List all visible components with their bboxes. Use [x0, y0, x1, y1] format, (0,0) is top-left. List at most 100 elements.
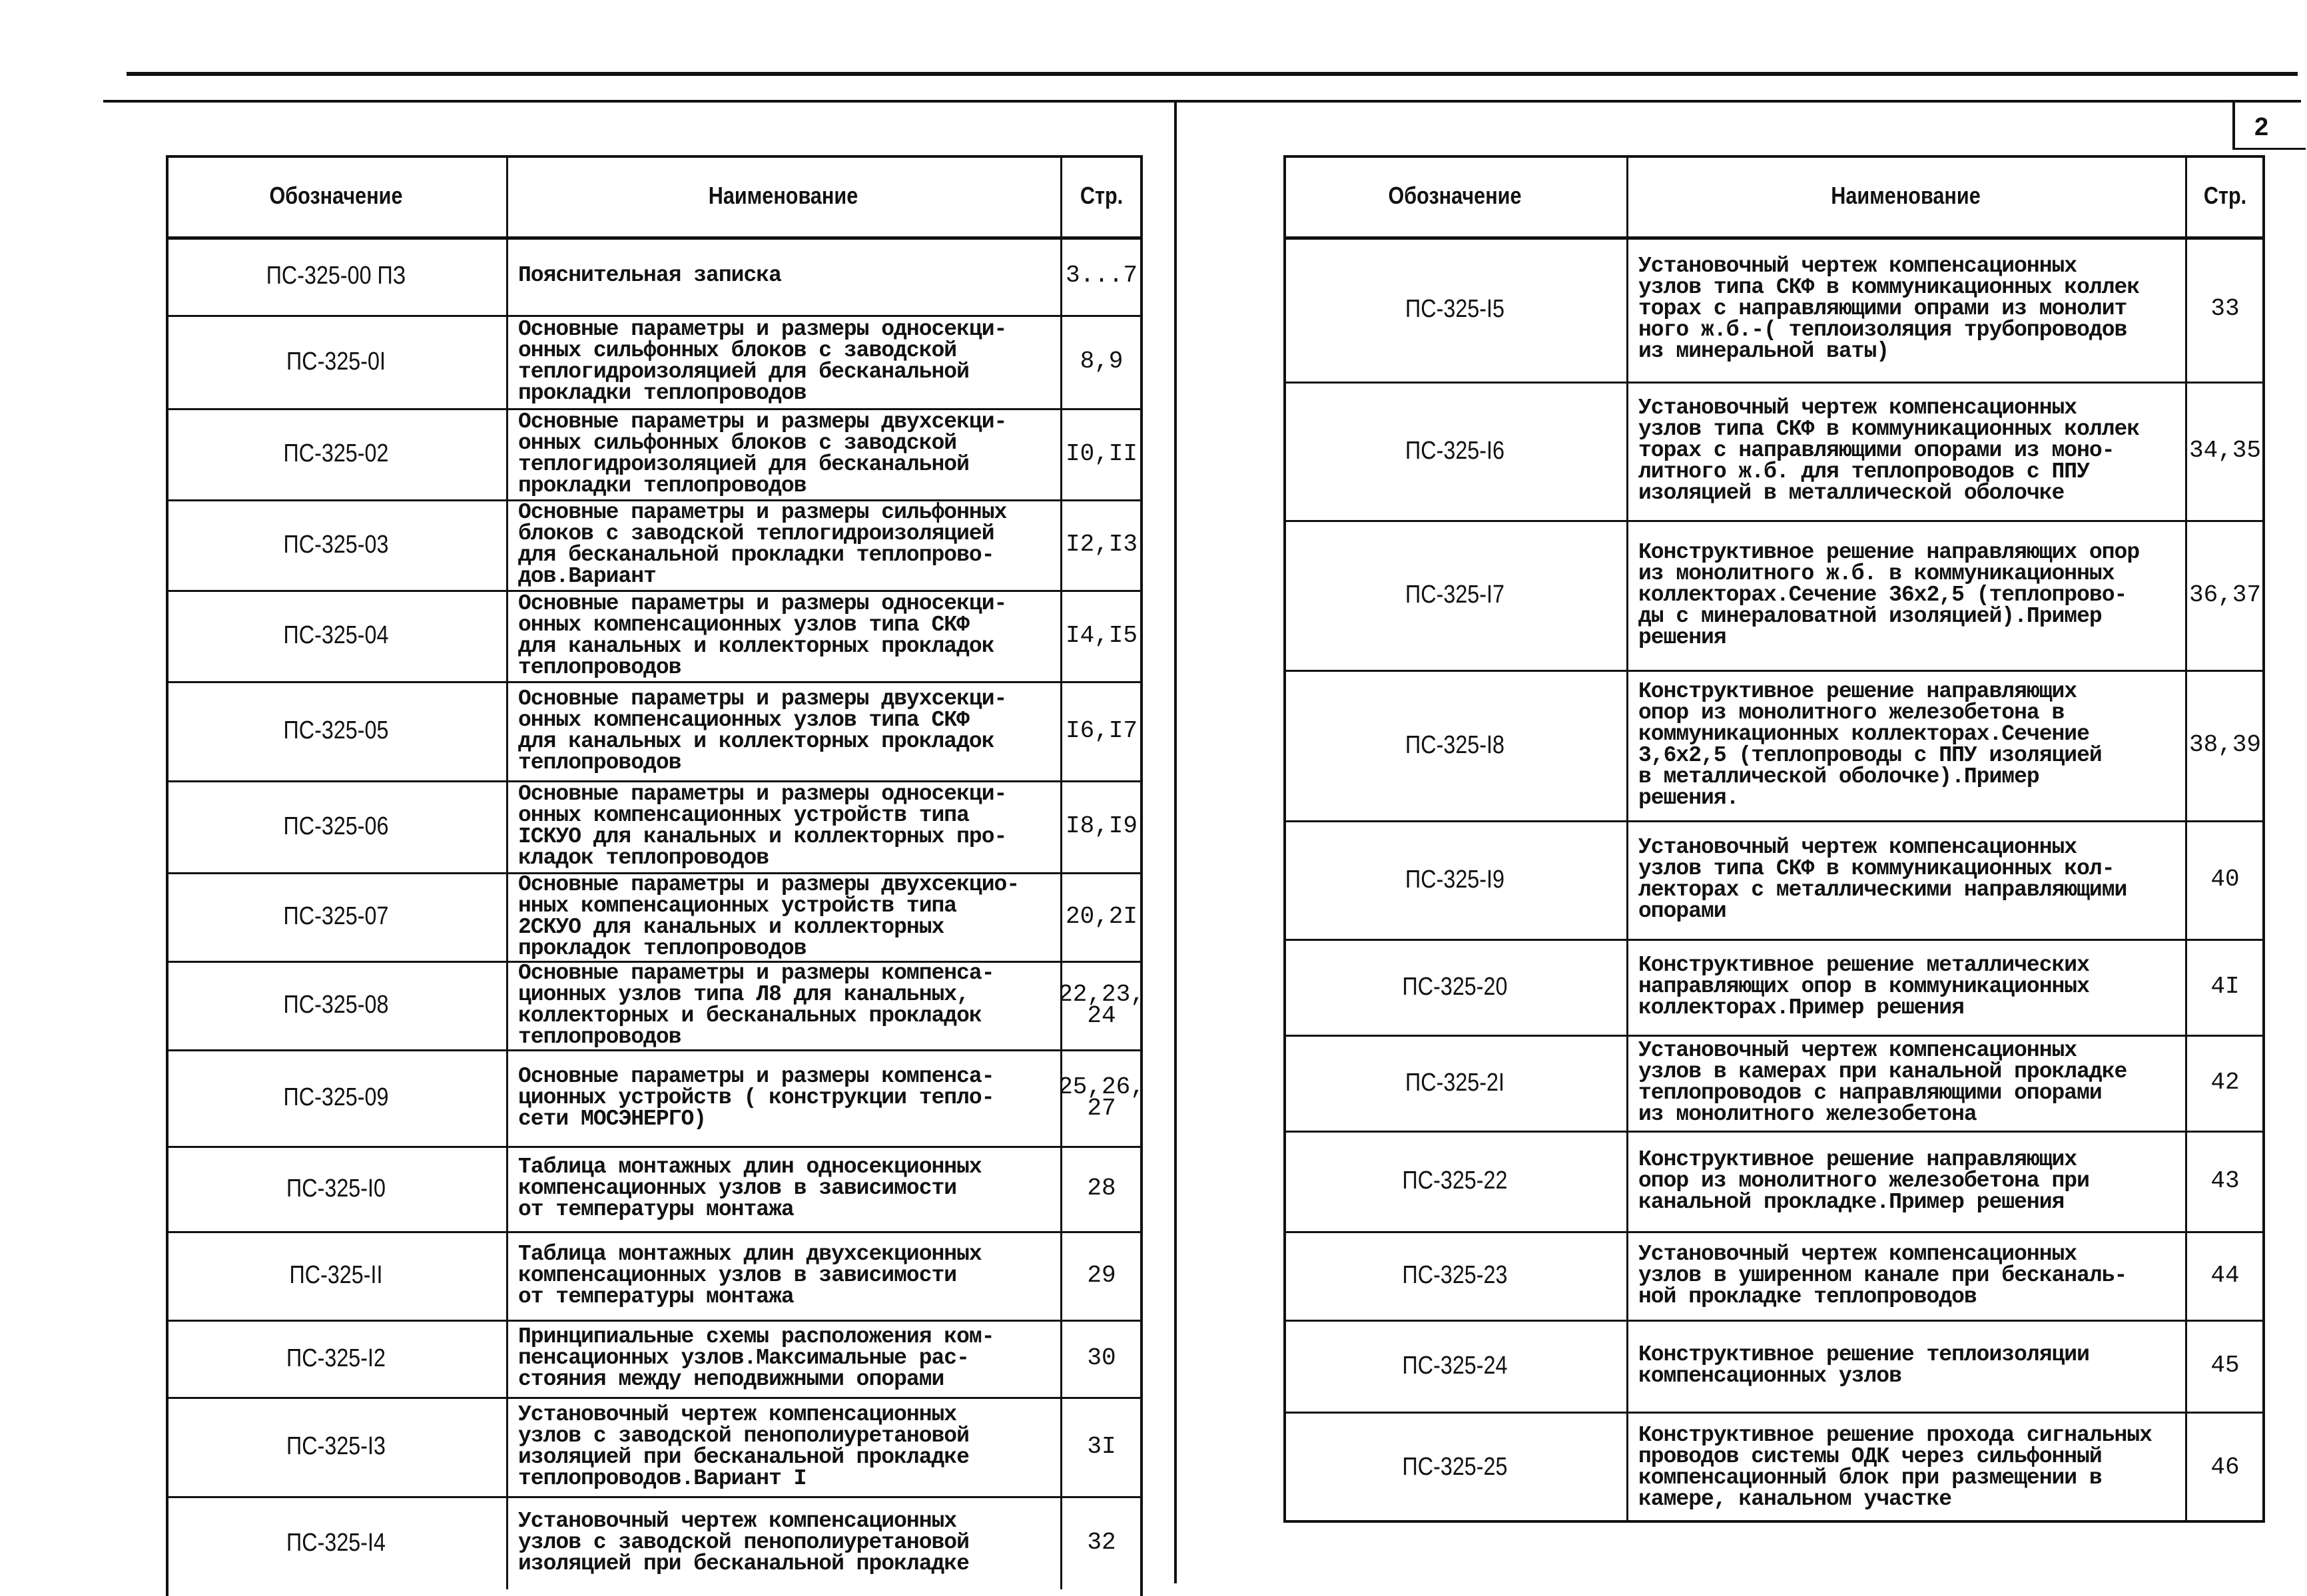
row-designation: ПС-325-I3: [286, 1432, 386, 1460]
row-divider: [166, 1496, 1143, 1498]
sheet-box-left: [2232, 101, 2235, 149]
row-page: I6,I7: [1065, 716, 1138, 744]
row-name: Основные параметры и размеры компенса- ц…: [518, 1063, 995, 1131]
row-page: I2,I3: [1065, 531, 1138, 558]
row-divider: [166, 408, 1143, 410]
row-name: Основные параметры и размеры двухсекцио-…: [518, 872, 1020, 961]
row-designation: ПС-325-I7: [1405, 581, 1504, 609]
top-rule: [103, 100, 2301, 103]
row-designation: ПС-325-I8: [1405, 730, 1504, 759]
row-page: 34,35: [2188, 437, 2262, 464]
row-designation: ПС-325-02: [283, 439, 389, 467]
row-name: Таблица монтажных длин односекционных ко…: [518, 1155, 982, 1222]
row-designation: ПС-325-I9: [1405, 865, 1504, 894]
left-table-frame: [166, 155, 1143, 1596]
header-name: Наименование: [708, 182, 858, 209]
row-name: Установочный чертеж компенсационных узло…: [518, 1402, 970, 1491]
row-page: 40: [2210, 866, 2240, 893]
row-divider: [166, 590, 1143, 592]
row-name: Конструктивное решение металлических нап…: [1638, 953, 2090, 1020]
row-divider: [166, 961, 1143, 963]
row-page: 38,39: [2188, 731, 2262, 758]
row-divider: [166, 1049, 1143, 1051]
row-name: Принципиальные схемы расположения ком- п…: [518, 1324, 995, 1392]
row-page: 22,23, 24: [1060, 980, 1143, 1029]
row-name: Установочный чертеж компенсационных узло…: [1638, 835, 2127, 924]
header-page: Стр.: [2203, 182, 2247, 209]
row-name: Установочный чертеж компенсационных узло…: [1638, 254, 2140, 364]
row-designation: ПС-325-24: [1402, 1351, 1508, 1380]
row-designation: ПС-325-23: [1402, 1261, 1508, 1289]
row-page: 36,37: [2188, 581, 2262, 609]
row-designation: ПС-325-2I: [1405, 1068, 1504, 1097]
row-name: Основные параметры и размеры компенса- ц…: [518, 961, 995, 1049]
row-designation: ПС-325-II: [289, 1261, 383, 1289]
row-divider: [166, 236, 1143, 240]
row-designation: ПС-325-0I: [286, 347, 386, 376]
row-divider: [1283, 1231, 2265, 1233]
row-designation: ПС-325-20: [1402, 972, 1508, 1001]
row-divider: [166, 780, 1143, 782]
row-name: Конструктивное решение теплоизоляции ком…: [1638, 1342, 2090, 1388]
row-page: I0,II: [1065, 439, 1138, 467]
row-divider: [166, 1397, 1143, 1399]
row-name: Установочный чертеж компенсационных узло…: [1638, 1038, 2127, 1127]
row-page: 25,26, 27: [1060, 1073, 1143, 1122]
column-divider: [1626, 155, 1628, 1523]
row-page: 3...7: [1065, 262, 1138, 289]
row-divider: [1283, 520, 2265, 522]
row-name: Конструктивное решение направляющих опор…: [1638, 1147, 2090, 1214]
row-divider: [166, 1320, 1143, 1322]
row-designation: ПС-325-22: [1402, 1167, 1508, 1195]
row-designation: ПС-325-03: [283, 530, 389, 559]
row-page: 42: [2210, 1069, 2240, 1096]
row-page: 4I: [2210, 973, 2240, 1000]
row-divider: [1283, 1131, 2265, 1133]
row-page: 8,9: [1080, 348, 1124, 375]
row-page: 46: [2210, 1453, 2240, 1481]
right-table-frame: [1283, 155, 2265, 1523]
row-divider: [166, 872, 1143, 874]
row-page: 30: [1087, 1344, 1116, 1372]
row-page: 28: [1087, 1175, 1116, 1202]
row-divider: [1283, 236, 2265, 240]
row-name: Установочный чертеж компенсационных узло…: [1638, 1241, 2127, 1309]
row-name: Основные параметры и размеры односекци- …: [518, 591, 1007, 680]
row-name: Основные параметры и размеры односекци- …: [518, 317, 1007, 405]
header-designation: Обозначение: [269, 182, 403, 209]
top-rule-thick: [127, 72, 2298, 76]
header-page: Стр.: [1080, 182, 1124, 209]
row-divider: [1283, 939, 2265, 941]
column-divider: [2185, 155, 2187, 1523]
row-designation: ПС-325-I6: [1405, 436, 1504, 465]
row-name: Пояснительная записка: [518, 263, 782, 288]
row-name: Конструктивное решение направляющих опор…: [1638, 539, 2140, 650]
row-name: Основные параметры и размеры двухсекци- …: [518, 409, 1007, 498]
row-page: I8,I9: [1065, 812, 1138, 840]
row-page: 44: [2210, 1261, 2240, 1289]
sheet-number: 2: [2254, 113, 2269, 141]
row-divider: [166, 1231, 1143, 1233]
row-divider: [166, 315, 1143, 317]
row-name: Установочный чертеж компенсационных узло…: [1638, 396, 2140, 505]
row-designation: ПС-325-00 ПЗ: [266, 261, 406, 290]
header-name: Наименование: [1831, 182, 1981, 209]
row-designation: ПС-325-06: [283, 812, 389, 840]
row-divider: [166, 1146, 1143, 1148]
row-name: Конструктивное решение прохода сигнальны…: [1638, 1422, 2152, 1511]
row-name: Основные параметры и размеры сильфонных …: [518, 500, 1007, 589]
row-divider: [1283, 820, 2265, 822]
row-divider: [1283, 1320, 2265, 1322]
row-divider: [1283, 1412, 2265, 1414]
row-divider: [1283, 382, 2265, 384]
row-divider: [166, 499, 1143, 501]
row-designation: ПС-325-04: [283, 621, 389, 649]
row-name: Конструктивное решение направляющих опор…: [1638, 679, 2103, 810]
row-designation: ПС-325-07: [283, 902, 389, 930]
row-name: Основные параметры и размеры односекци- …: [518, 782, 1007, 870]
row-page: 29: [1087, 1261, 1116, 1289]
sheet-box-bottom: [2232, 148, 2306, 150]
row-name: Основные параметры и размеры двухсекци- …: [518, 686, 1007, 775]
page-divider: [1174, 101, 1177, 1583]
row-page: 43: [2210, 1167, 2240, 1195]
